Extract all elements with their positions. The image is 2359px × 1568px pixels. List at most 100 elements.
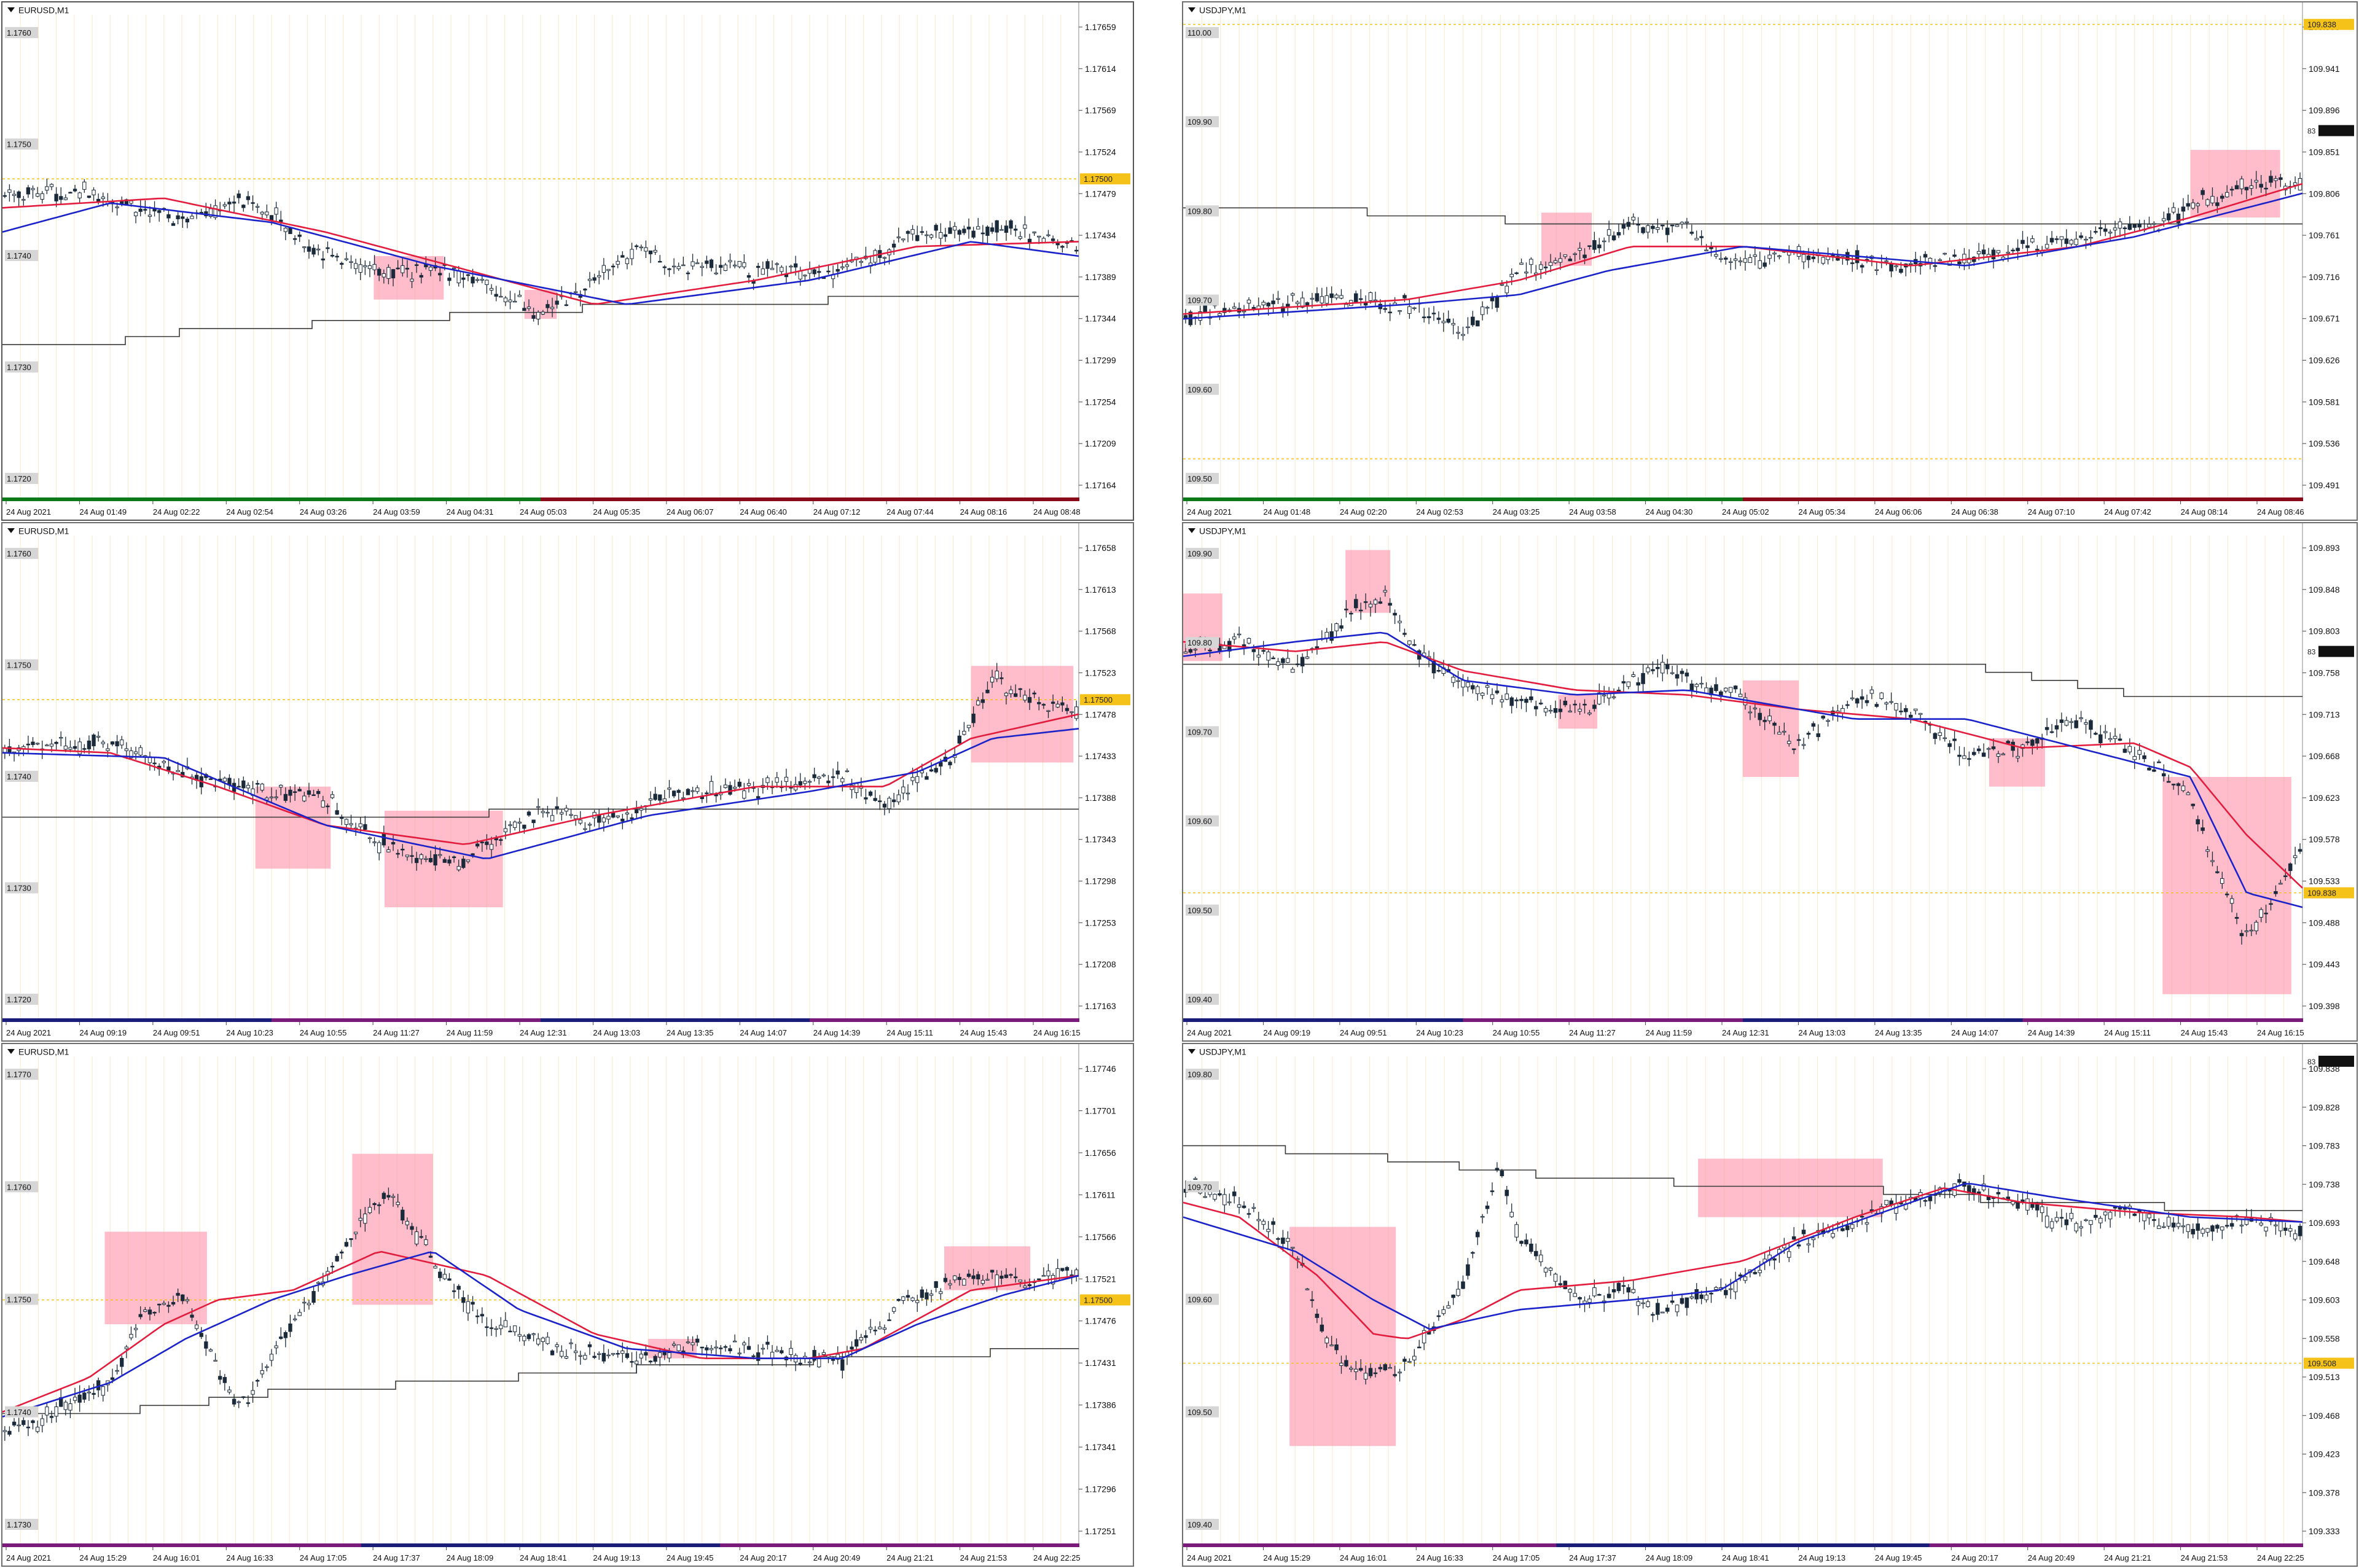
candle-body xyxy=(1675,1305,1680,1313)
price-tick-label: 1.17746 xyxy=(1085,1064,1116,1074)
candle-body xyxy=(288,789,292,796)
highlight-box[interactable] xyxy=(374,256,444,300)
highlight-box[interactable] xyxy=(2162,777,2291,994)
candle-body xyxy=(1991,746,1996,749)
candle-body xyxy=(283,227,288,232)
price-tick-label: 109.398 xyxy=(2309,1001,2340,1011)
highlight-box[interactable] xyxy=(1345,550,1391,613)
highlight-box[interactable] xyxy=(2190,150,2280,218)
candle-body xyxy=(1373,299,1378,302)
highlight-box[interactable] xyxy=(352,1153,433,1305)
candle-body xyxy=(1009,220,1013,229)
collapse-triangle-icon[interactable] xyxy=(1188,7,1195,13)
candle-body xyxy=(311,794,316,796)
candle-body xyxy=(751,1355,756,1357)
time-axis[interactable]: 24 Aug 2021 24 Aug 15:29 24 Aug 16:01 24 Au… xyxy=(1186,1547,2304,1562)
price-axis[interactable]: 1.176591.176141.175691.175241.174791.174… xyxy=(1079,22,1116,490)
candle-body xyxy=(1689,232,1694,234)
candle-body xyxy=(742,790,746,799)
candle-body xyxy=(995,671,999,679)
chart-window-eurusd-2[interactable]: EURUSD,M1 1.17658 1.17613 1.17568 1.17523 1.… xyxy=(1,522,1134,1042)
candle-body xyxy=(1485,306,1490,309)
candle-body xyxy=(761,1348,765,1350)
chart-canvas[interactable]: 109.838109.828109.783109.738109.693109.6… xyxy=(1183,1044,2357,1566)
time-axis[interactable]: 24 Aug 2021 24 Aug 09:19 24 Aug 09:51 24 Au… xyxy=(6,1022,1081,1037)
candle-body xyxy=(326,247,330,249)
candle-body xyxy=(1339,625,1344,629)
highlight-box[interactable] xyxy=(104,1231,207,1325)
collapse-triangle-icon[interactable] xyxy=(7,7,15,13)
highlight-box[interactable] xyxy=(255,786,331,869)
time-tick-label: 24 Aug 05:34 xyxy=(1798,507,1845,517)
candle-body xyxy=(1606,229,1611,236)
level-label: 109.50 xyxy=(1187,906,1212,915)
chart-title: USDJPY,M1 xyxy=(1188,1046,1246,1056)
chart-window-eurusd-1[interactable]: EURUSD,M1 1.17659 1.17614 1.17569 1.17524 1.… xyxy=(1,1,1134,521)
candle-body xyxy=(424,858,428,860)
chart-canvas[interactable]: 109.893109.848109.803109.758109.713109.6… xyxy=(1183,523,2357,1040)
highlight-box[interactable] xyxy=(1289,1227,1396,1446)
chart-window-usdjpy-1[interactable]: USDJPY,M1 109.986109.941109.896109.85110… xyxy=(1182,1,2358,521)
candle-body xyxy=(49,184,54,187)
candle-body xyxy=(817,271,821,273)
candle-body xyxy=(1023,224,1027,229)
highlight-box[interactable] xyxy=(1743,680,1799,777)
chart-window-eurusd-3[interactable]: EURUSD,M1 1.17746 1.17701 1.17656 1.17611 1.… xyxy=(1,1043,1134,1567)
session-segment xyxy=(1556,1543,1930,1547)
candle-body xyxy=(517,295,522,297)
price-axis[interactable]: 109.986109.941109.896109.851109.806109.7… xyxy=(2302,22,2340,490)
price-axis[interactable]: 1.176581.176131.175681.175231.174781.174… xyxy=(1079,543,1116,1011)
highlight-box[interactable] xyxy=(1558,695,1598,729)
highlight-box[interactable] xyxy=(1698,1158,1883,1217)
collapse-triangle-icon[interactable] xyxy=(7,528,15,534)
candle-body xyxy=(985,1279,990,1281)
highlight-box[interactable] xyxy=(524,290,557,319)
candle-body xyxy=(1509,1212,1514,1217)
candle-body xyxy=(414,264,419,266)
time-axis[interactable]: 24 Aug 2021 24 Aug 01:49 24 Aug 02:22 24 Au… xyxy=(6,501,1081,517)
candle-body xyxy=(845,770,850,772)
level-label-bg xyxy=(1186,27,1219,38)
price-axis[interactable]: 1.177461.177011.176561.176111.175661.175… xyxy=(1079,1064,1116,1536)
time-tick-label: 24 Aug 18:41 xyxy=(520,1553,567,1562)
candle-body xyxy=(1368,292,1373,301)
collapse-triangle-icon[interactable] xyxy=(7,1049,15,1055)
candle-body xyxy=(807,1361,812,1363)
candle-body xyxy=(1485,1205,1490,1209)
collapse-triangle-icon[interactable] xyxy=(1188,1049,1195,1055)
time-axis[interactable]: 24 Aug 2021 24 Aug 09:19 24 Aug 09:51 24 Au… xyxy=(1186,1022,2304,1037)
time-axis[interactable]: 24 Aug 2021 24 Aug 15:29 24 Aug 16:01 24 Au… xyxy=(6,1547,1081,1562)
candle-body xyxy=(1592,240,1597,250)
time-axis[interactable]: 24 Aug 2021 24 Aug 01:48 24 Aug 02:20 24 Au… xyxy=(1186,501,2304,517)
candle-body xyxy=(671,1343,676,1346)
price-tick-label: 109.896 xyxy=(2309,106,2340,115)
chart-canvas[interactable]: 1.176581.176131.175681.175231.174781.174… xyxy=(2,523,1133,1040)
chart-canvas[interactable]: 1.176591.176141.175691.175241.174791.174… xyxy=(2,2,1133,520)
candle-body xyxy=(2283,875,2288,877)
price-axis[interactable]: 109.838109.828109.783109.738109.693109.6… xyxy=(2302,1064,2340,1536)
highlight-box[interactable] xyxy=(971,666,1074,763)
highlight-box[interactable] xyxy=(1989,738,2045,787)
price-axis[interactable]: 109.893109.848109.803109.758109.713109.6… xyxy=(2302,543,2340,1011)
candle-body xyxy=(2220,878,2224,884)
time-tick-label: 24 Aug 18:09 xyxy=(447,1553,494,1562)
candle-body xyxy=(2035,249,2040,251)
price-tick-label: 1.17701 xyxy=(1085,1106,1116,1115)
chart-window-usdjpy-3[interactable]: USDJPY,M1 109.838 109.828 109.783 109.738 10… xyxy=(1182,1043,2358,1567)
collapse-triangle-icon[interactable] xyxy=(1188,528,1195,534)
chart-window-usdjpy-2[interactable]: USDJPY,M1 109.893 109.848 109.803 109.758 10… xyxy=(1182,522,2358,1042)
candle-body xyxy=(1368,604,1373,607)
candle-body xyxy=(976,226,980,230)
candle-body xyxy=(208,778,213,780)
candle-body xyxy=(653,250,657,252)
candle-body xyxy=(297,235,302,237)
candle-body xyxy=(1519,699,1524,701)
candle-body xyxy=(681,797,686,799)
chart-canvas[interactable]: 1.177461.177011.176561.176111.175661.175… xyxy=(2,1044,1133,1566)
candle-body xyxy=(208,1349,213,1352)
candle-body xyxy=(2201,190,2205,195)
candle-body xyxy=(1641,227,1645,233)
candle-body xyxy=(1986,748,1991,750)
candle-body xyxy=(873,250,877,263)
chart-canvas[interactable]: 109.986109.941109.896109.851109.806109.7… xyxy=(1183,2,2357,520)
